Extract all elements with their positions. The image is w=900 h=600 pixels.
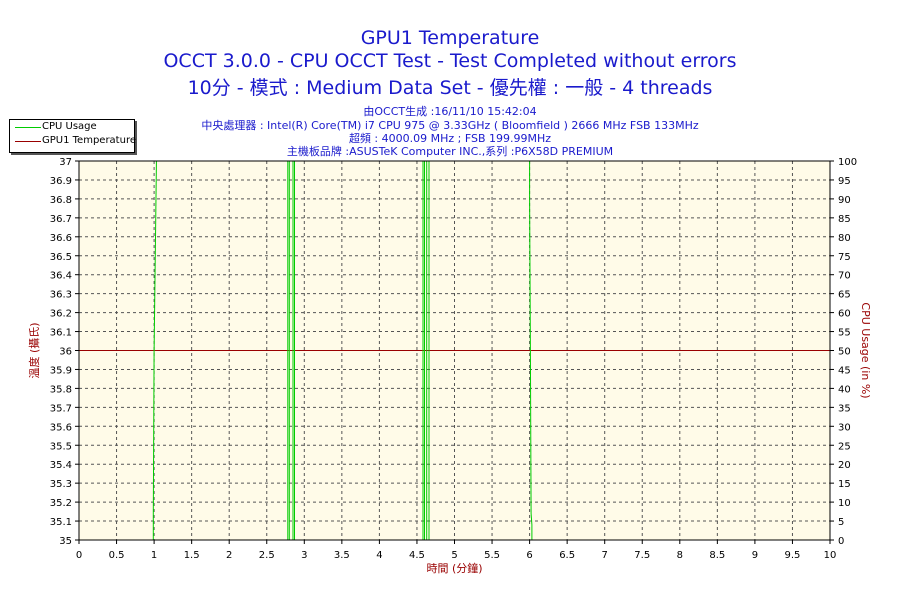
x-tick-label: 7 <box>602 550 608 561</box>
y2-tick-label: 15 <box>838 479 851 490</box>
x-tick-label: 9.5 <box>784 550 800 561</box>
y-tick-label: 36.6 <box>50 233 72 244</box>
legend-item-gpu-temperature: GPU1 Temperature <box>10 134 136 148</box>
y2-tick-label: 65 <box>838 290 851 301</box>
y2-tick-label: 30 <box>838 422 851 433</box>
info-cpu: 中央處理器 : Intel(R) Core(TM) i7 CPU 975 @ 3… <box>201 119 699 132</box>
legend-label-cpu-usage: CPU Usage <box>42 121 97 132</box>
y-tick-label: 35.9 <box>50 365 72 376</box>
y2-tick-label: 100 <box>838 157 857 168</box>
x-tick-label: 2.5 <box>259 550 275 561</box>
y-axis-title: 溫度 (攝氏) <box>27 322 41 378</box>
x-tick-label: 5 <box>451 550 457 561</box>
legend-swatch-gpu-temperature <box>15 141 41 142</box>
y2-tick-label: 10 <box>838 498 851 509</box>
y-tick-label: 36 <box>59 347 72 358</box>
x-tick-label: 8 <box>677 550 683 561</box>
y2-tick-label: 60 <box>838 309 851 320</box>
x-tick-label: 4.5 <box>409 550 425 561</box>
x-tick-label: 0.5 <box>109 550 125 561</box>
x-tick-label: 7.5 <box>634 550 650 561</box>
y-tick-label: 35.3 <box>50 479 72 490</box>
x-tick-label: 10 <box>824 550 837 561</box>
y2-tick-label: 80 <box>838 233 851 244</box>
y2-tick-label: 45 <box>838 365 851 376</box>
y-tick-label: 36.3 <box>50 290 72 301</box>
y-tick-label: 36.1 <box>50 328 72 339</box>
x-tick-label: 3.5 <box>334 550 350 561</box>
y2-tick-label: 70 <box>838 271 851 282</box>
y-tick-label: 35.8 <box>50 384 72 395</box>
x-tick-label: 9 <box>752 550 758 561</box>
y-tick-label: 35.4 <box>50 460 72 471</box>
y-tick-label: 36.7 <box>50 214 72 225</box>
x-axis-title: 時間 (分鐘) <box>426 561 482 575</box>
y2-tick-label: 20 <box>838 460 851 471</box>
y-tick-label: 37 <box>59 157 72 168</box>
x-tick-label: 2 <box>226 550 232 561</box>
x-tick-label: 5.5 <box>484 550 500 561</box>
x-tick-label: 3 <box>301 550 307 561</box>
x-tick-label: 6.5 <box>559 550 575 561</box>
y-tick-label: 36.2 <box>50 309 72 320</box>
axis-ticks: 0 0.5 1 1.5 2 2.5 3 3.5 4 4.5 5 5.5 6 6.5 7 7.5 8 8.5 9 9.5… <box>50 157 857 561</box>
y2-axis-title: CPU Usage (in %) <box>859 302 872 398</box>
x-tick-label: 6 <box>526 550 532 561</box>
info-motherboard: 主機板品牌 :ASUSTeK Computer INC.,系列 :P6X58D … <box>286 145 614 158</box>
y2-tick-label: 5 <box>838 517 844 528</box>
y2-tick-label: 35 <box>838 403 851 414</box>
y2-tick-label: 25 <box>838 441 851 452</box>
y-tick-label: 35.7 <box>50 403 72 414</box>
chart-title: GPU1 Temperature <box>360 27 540 49</box>
x-tick-label: 0 <box>76 550 82 561</box>
y2-tick-label: 40 <box>838 384 851 395</box>
chart-subtitle-mode: 10分 - 模式 : Medium Data Set - 優先權 : 一般 - … <box>187 77 713 99</box>
y-tick-label: 35.5 <box>50 441 72 452</box>
x-tick-label: 4 <box>376 550 382 561</box>
x-tick-label: 1 <box>151 550 157 561</box>
y2-tick-label: 85 <box>838 214 851 225</box>
x-tick-label: 8.5 <box>709 550 725 561</box>
y2-tick-label: 55 <box>838 328 851 339</box>
y2-tick-label: 90 <box>838 195 851 206</box>
chart-legend: CPU Usage GPU1 Temperature <box>9 119 136 153</box>
y2-tick-label: 95 <box>838 176 851 187</box>
legend-label-gpu-temperature: GPU1 Temperature <box>42 135 136 146</box>
y-tick-label: 35.6 <box>50 422 72 433</box>
legend-swatch-cpu-usage <box>15 127 41 128</box>
info-overclock: 超頻 : 4000.09 MHz ; FSB 199.99MHz <box>348 132 552 145</box>
y-tick-label: 35.1 <box>50 517 72 528</box>
y-tick-label: 35 <box>59 536 72 547</box>
y-tick-label: 36.9 <box>50 176 72 187</box>
y-tick-label: 35.2 <box>50 498 72 509</box>
y2-tick-label: 0 <box>838 536 844 547</box>
x-tick-label: 1.5 <box>184 550 200 561</box>
y-tick-label: 36.4 <box>50 271 72 282</box>
chart-subtitle-test: OCCT 3.0.0 - CPU OCCT Test - Test Comple… <box>163 50 737 72</box>
legend-item-cpu-usage: CPU Usage <box>10 120 134 134</box>
y2-tick-label: 50 <box>838 347 851 358</box>
info-generated: 由OCCT生成 :16/11/10 15:42:04 <box>363 105 537 118</box>
y-tick-label: 36.8 <box>50 195 72 206</box>
y-tick-label: 36.5 <box>50 252 72 263</box>
grid-lines <box>79 161 830 540</box>
y2-tick-label: 75 <box>838 252 851 263</box>
